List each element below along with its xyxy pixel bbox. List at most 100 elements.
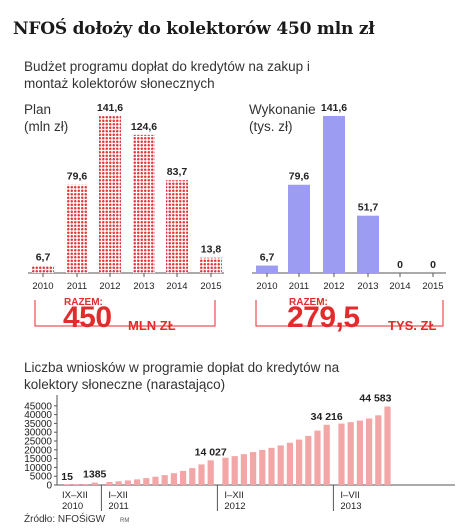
bottom-ytick-label: 10000 [24,463,52,474]
bottom-chart-title: Liczba wniosków w programie dopłat do kr… [24,360,340,392]
bottom-bar [143,478,150,485]
wykonanie-value-label: 6,7 [260,252,275,264]
bottom-bar [189,468,196,485]
bottom-bar [338,423,345,485]
wykonanie-bar [357,215,379,273]
bottom-period-year: 2011 [108,501,128,512]
wykonanie-category-label: 2011 [289,281,309,292]
plan-bar [200,257,222,273]
plan-value-label: 124,6 [131,121,157,133]
bottom-bar [286,442,293,485]
plan-category-label: 2015 [200,281,221,292]
bottom-bar [115,481,122,485]
wykonanie-category-label: 2010 [256,281,277,292]
plan-total-bracket [34,300,216,327]
plan-value-label: 13,8 [201,244,222,256]
bottom-period-year: 2010 [62,501,83,512]
bottom-ytick-label: 5000 [30,472,53,483]
chart-title: NFOŚ dołoży do kolektorów 450 mln zł [13,19,375,39]
source-note: Źródło: NFOŚiGW [24,514,106,525]
bottom-bar [259,449,266,485]
bottom-bar [356,420,363,485]
bottom-annotation: 15 [61,471,73,483]
wykonanie-value-label: 141,6 [321,102,347,114]
plan-bar [32,265,54,273]
bottom-bar [375,415,382,485]
wykonanie-bar [323,116,345,273]
plan-bar [133,134,155,273]
bottom-bar [198,464,205,485]
plan-category-label: 2010 [32,281,53,292]
bottom-bar [240,454,247,485]
bottom-bar [82,484,89,485]
plan-label-line2: (mln zł) [24,119,69,134]
bottom-ytick-label: 30000 [24,428,52,439]
bottom-ytick-label: 25000 [24,437,52,448]
bottom-bar [207,460,214,485]
wykonanie-category-label: 2012 [323,281,344,292]
wykonanie-total-unit: TYS. ZŁ [388,318,437,333]
plan-bar [66,184,88,273]
bottom-bar [73,484,80,485]
wykonanie-value-label: 0 [430,259,436,271]
wykonanie-total-bracket [255,300,444,327]
wykonanie-total-label: RAZEM: [289,297,328,308]
plan-total-label: RAZEM: [64,297,103,308]
bottom-ytick-label: 15000 [24,454,52,465]
bottom-bar [152,476,159,485]
wykonanie-label-line1: Wykonanie [249,102,316,117]
plan-category-label: 2014 [166,281,187,292]
bottom-period-label: IX–XII [62,490,88,501]
wykonanie-category-label: 2015 [422,281,443,292]
bottom-bar [231,456,238,485]
bottom-bar [106,482,113,485]
plan-category-label: 2013 [133,281,154,292]
wykonanie-value-label: 79,6 [289,171,310,183]
plan-category-label: 2012 [99,281,120,292]
bottom-bar [170,473,177,485]
bottom-bar [384,406,391,485]
plan-value-label: 83,7 [167,166,188,178]
plan-label: Plan (mln zł) [24,101,68,135]
wykonanie-value-label: 0 [397,259,403,271]
plan-bar [99,116,121,273]
bottom-bar [305,435,312,485]
wykonanie-category-label: 2014 [389,281,410,292]
wykonanie-value-label: 51,7 [358,202,379,214]
plan-total-unit: MLN ZŁ [128,318,176,333]
plan-total-value: 450 [63,301,112,334]
bottom-period-label: I–XII [224,490,244,501]
bottom-annotation: 34 216 [311,411,343,423]
bottom-bar [277,445,284,485]
bottom-bar [347,422,354,485]
plan-value-label: 79,6 [67,171,88,183]
bottom-bar [268,447,275,485]
bottom-ytick-label: 20000 [24,445,52,456]
plan-bar [166,180,188,273]
bottom-bar [366,418,373,485]
bottom-period-label: I–XII [108,490,128,501]
plan-value-label: 141,6 [97,102,123,114]
bottom-bar [161,475,168,485]
bottom-period-label: I–VII [340,490,360,501]
bottom-period-year: 2012 [224,501,245,512]
bottom-bar [250,452,257,485]
bottom-ytick-label: 35000 [24,419,52,430]
bottom-bar [180,470,187,485]
wykonanie-bar [256,265,278,273]
author-initials: RM [120,518,130,524]
plan-label-line1: Plan [24,102,52,117]
bottom-bar [124,480,131,485]
bottom-bar [222,457,229,485]
plan-category-label: 2011 [67,281,87,292]
bottom-bar [64,484,71,485]
wykonanie-label: Wykonanie (tys. zł) [249,101,316,135]
bottom-bar [134,479,141,485]
wykonanie-label-line2: (tys. zł) [249,119,293,134]
wykonanie-category-label: 2013 [357,281,378,292]
plan-value-label: 6,7 [36,252,51,264]
bottom-ytick-label: 45000 [24,401,52,412]
bottom-bar [296,439,303,485]
bottom-annotation: 44 583 [359,393,391,405]
